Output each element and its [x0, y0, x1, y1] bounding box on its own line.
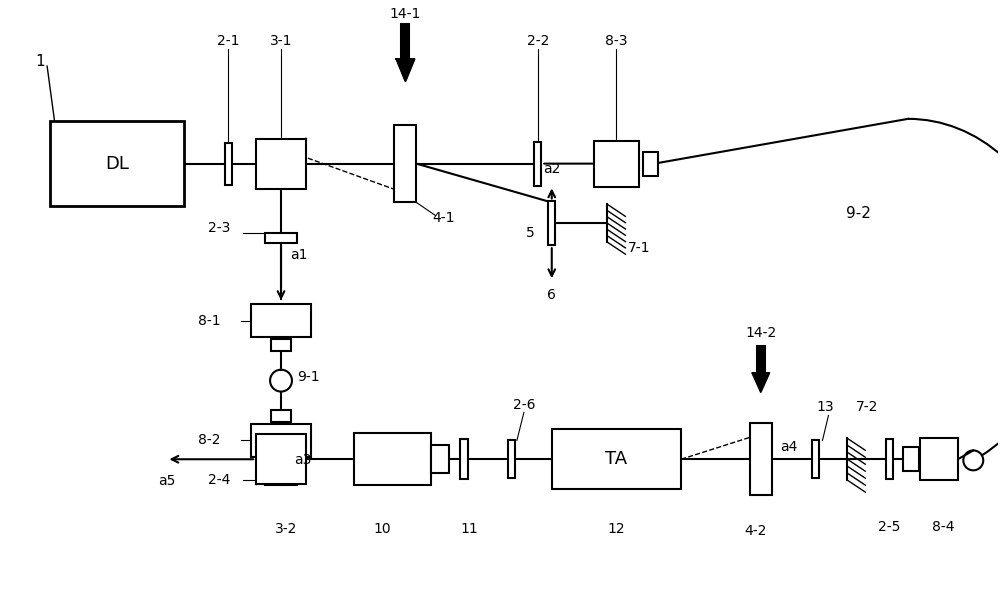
Text: DL: DL [105, 155, 129, 173]
Text: 7-2: 7-2 [856, 401, 878, 414]
Text: a3: a3 [294, 453, 312, 467]
Bar [920, 438, 958, 480]
Bar [256, 139, 306, 188]
Text: 6: 6 [547, 288, 556, 302]
Text: 1: 1 [35, 54, 45, 69]
Bar [251, 304, 311, 337]
Bar [271, 339, 291, 351]
Text: 7-1: 7-1 [628, 241, 651, 255]
Text: 8-3: 8-3 [605, 34, 628, 48]
Bar [903, 447, 919, 471]
Text: 5: 5 [525, 226, 534, 240]
Text: 4-2: 4-2 [745, 524, 767, 538]
Bar [643, 152, 658, 176]
Bar [552, 429, 681, 489]
Text: 2-5: 2-5 [878, 520, 900, 534]
Text: a4: a4 [780, 440, 797, 454]
Text: 8-2: 8-2 [198, 434, 221, 447]
Bar [757, 346, 765, 373]
Text: 2-4: 2-4 [208, 473, 230, 487]
Text: 14-2: 14-2 [745, 326, 776, 340]
Text: 10: 10 [374, 522, 391, 536]
Text: 2-6: 2-6 [513, 398, 535, 411]
Bar [534, 142, 541, 185]
Text: 8-4: 8-4 [932, 520, 954, 534]
Text: 3-1: 3-1 [270, 34, 292, 48]
Bar [251, 424, 311, 457]
Bar [50, 121, 184, 206]
Text: 12: 12 [608, 522, 625, 536]
Polygon shape [752, 373, 770, 392]
Text: 14-1: 14-1 [390, 7, 421, 22]
Bar [271, 410, 291, 422]
Bar [886, 440, 893, 479]
Text: 3-2: 3-2 [275, 522, 297, 536]
Bar [508, 440, 515, 478]
Text: a1: a1 [290, 248, 308, 262]
Polygon shape [396, 59, 414, 81]
Bar [548, 202, 555, 245]
Bar [812, 440, 819, 478]
Text: 13: 13 [817, 401, 834, 414]
Bar [394, 125, 416, 203]
Text: 4-1: 4-1 [432, 211, 455, 225]
Bar [460, 440, 468, 479]
Text: 9-1: 9-1 [298, 370, 320, 384]
Bar [594, 141, 639, 187]
Text: 9-2: 9-2 [846, 206, 871, 221]
Text: 11: 11 [460, 522, 478, 536]
Text: 2-1: 2-1 [217, 34, 240, 48]
Bar [256, 434, 306, 484]
Text: a2: a2 [543, 161, 560, 176]
Bar [401, 25, 409, 59]
Text: 2-3: 2-3 [208, 221, 230, 236]
Bar [354, 434, 431, 485]
Text: 2-2: 2-2 [527, 34, 549, 48]
Bar [750, 423, 772, 495]
Bar [265, 233, 297, 243]
Text: TA: TA [605, 450, 628, 468]
Bar [431, 446, 449, 473]
Text: a5: a5 [158, 474, 175, 488]
Text: 8-1: 8-1 [198, 314, 221, 328]
Bar [265, 475, 297, 485]
Bar [225, 143, 232, 185]
